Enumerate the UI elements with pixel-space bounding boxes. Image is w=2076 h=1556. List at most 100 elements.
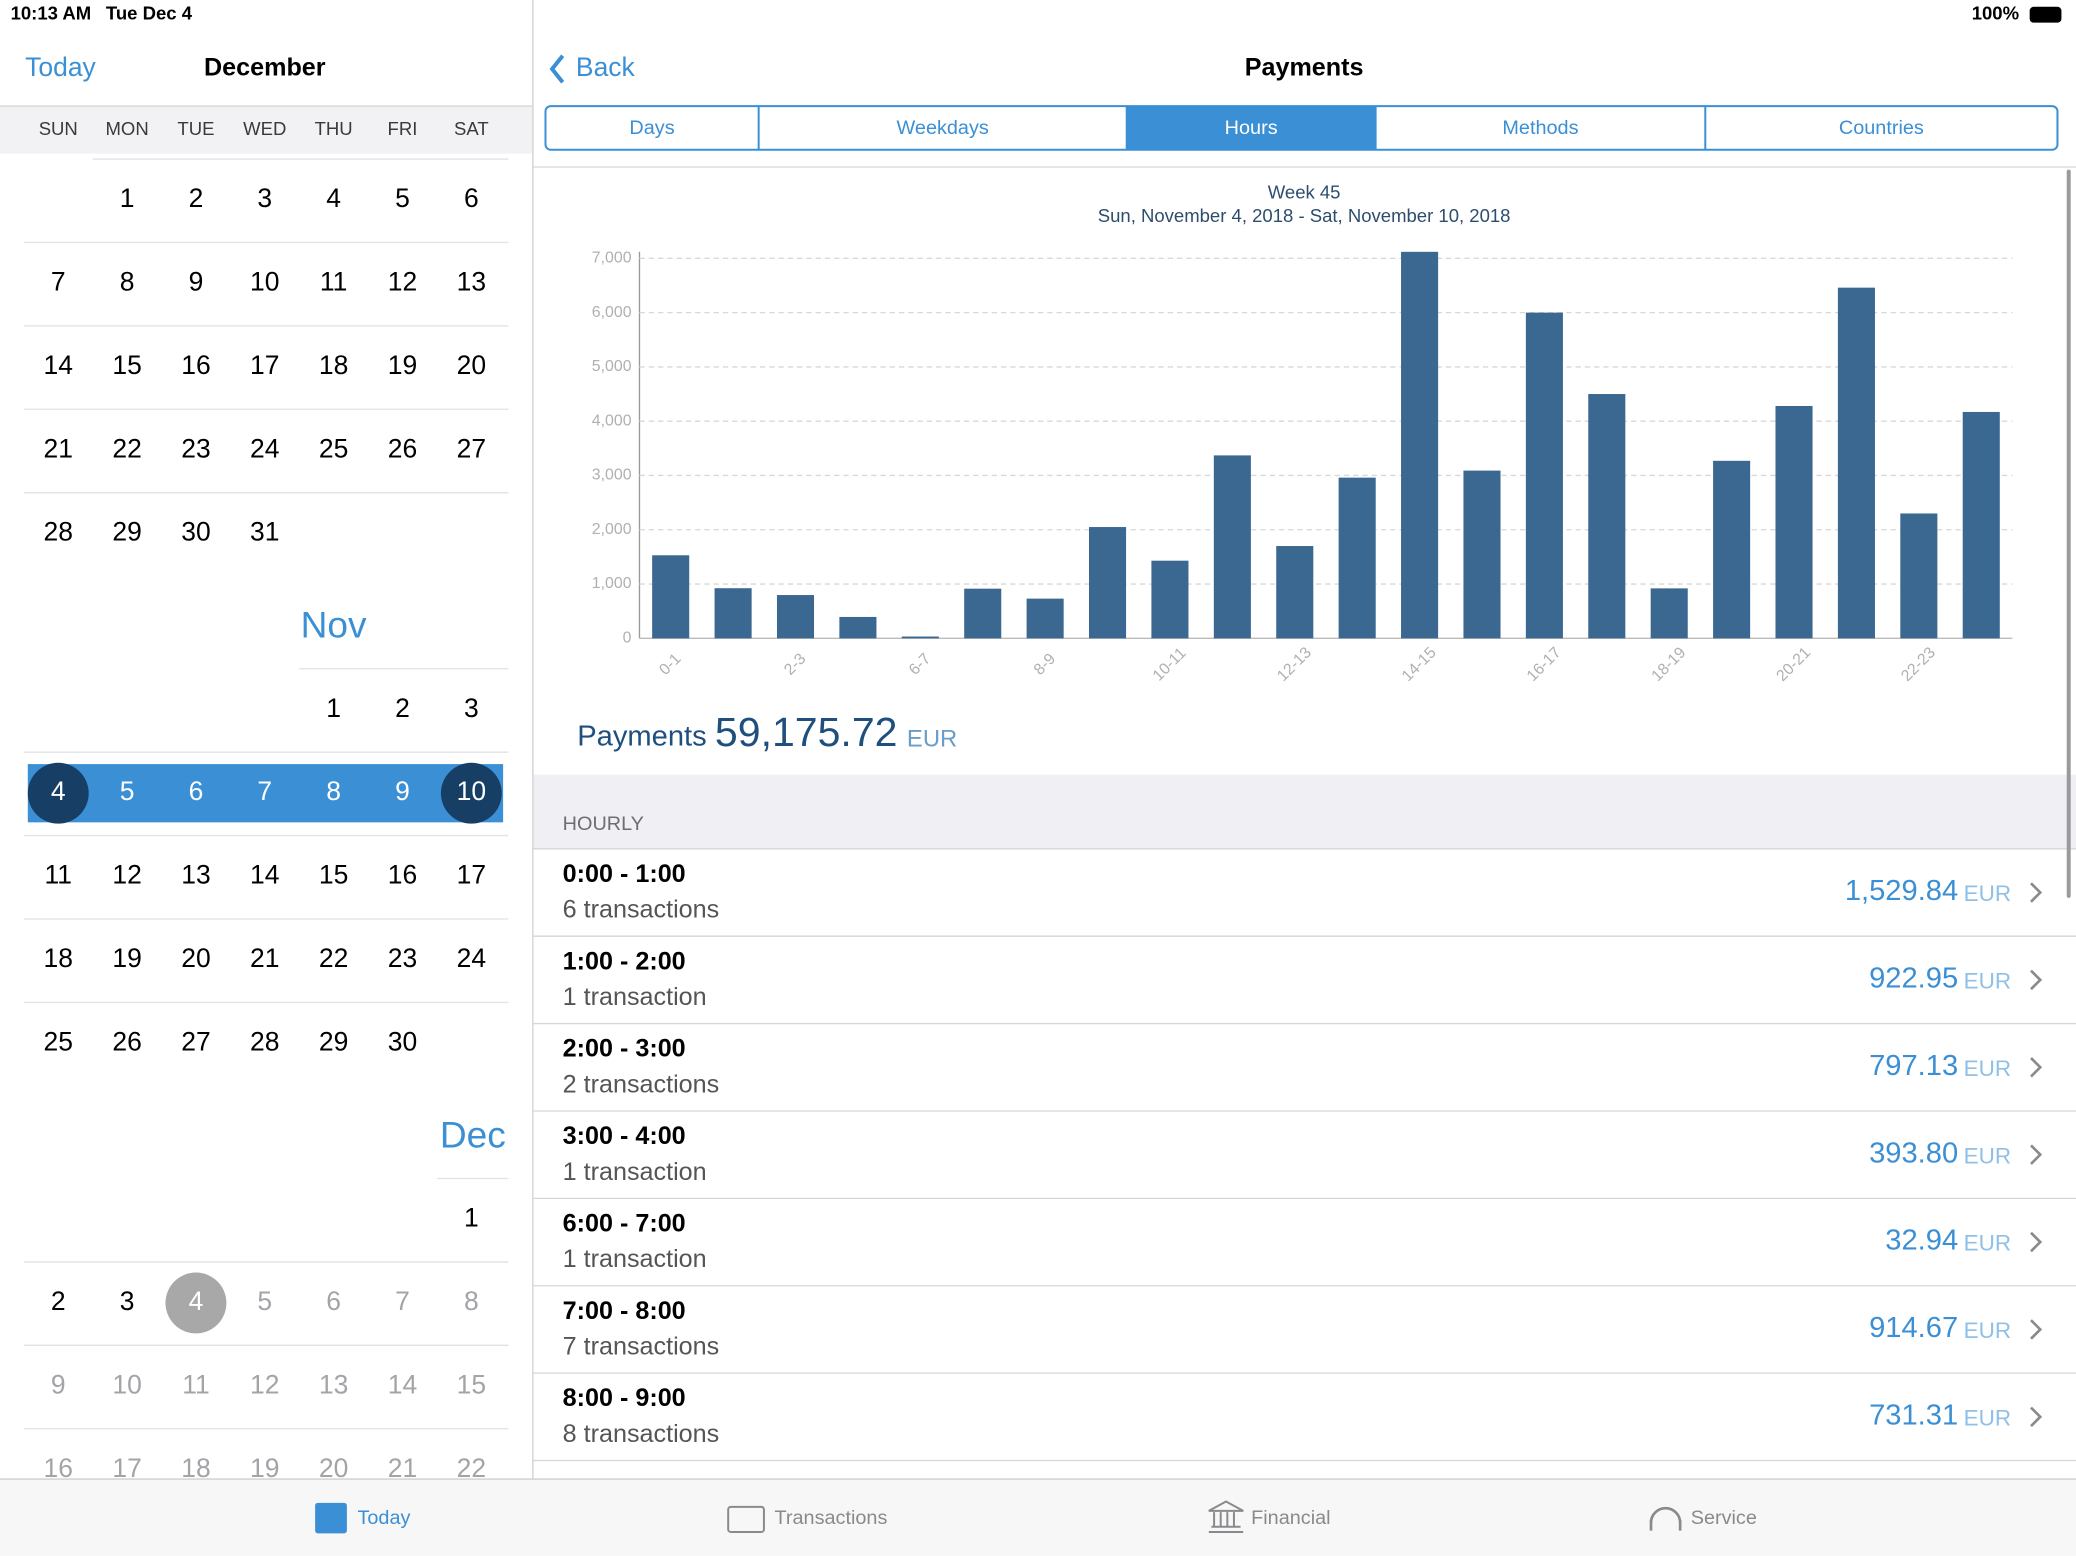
day[interactable]: 9 [395,776,410,806]
day[interactable]: 9 [51,1369,66,1399]
day[interactable]: 12 [112,860,141,890]
day[interactable]: 3 [257,183,272,213]
day[interactable]: 21 [388,1453,417,1483]
day[interactable]: 17 [112,1453,141,1483]
day[interactable]: 7 [51,266,66,296]
day[interactable]: 1 [120,183,135,213]
day[interactable]: 18 [44,943,73,973]
list-row[interactable] [533,1023,2067,1111]
list-row[interactable] [533,1198,2067,1286]
day[interactable]: 5 [120,776,135,806]
day[interactable]: 21 [250,943,279,973]
day[interactable]: 25 [44,1026,73,1056]
day[interactable]: 9 [189,266,204,296]
day[interactable]: 7 [395,1286,410,1316]
tab-item[interactable]: Financial [1251,1507,1330,1529]
list-row[interactable] [533,1373,2067,1461]
day[interactable]: 10 [250,266,279,296]
day[interactable]: 5 [257,1286,272,1316]
day[interactable]: 27 [181,1026,210,1056]
day[interactable]: 2 [395,693,410,723]
day[interactable]: 7 [257,776,272,806]
day[interactable]: 5 [395,183,410,213]
day[interactable]: 21 [44,433,73,463]
day[interactable]: 16 [181,350,210,380]
back-chevron[interactable] [549,54,565,84]
day[interactable]: 1 [326,693,341,723]
day[interactable]: 13 [457,266,486,296]
day[interactable]: 12 [388,266,417,296]
day[interactable]: 30 [388,1026,417,1056]
day[interactable]: 14 [44,350,73,380]
day[interactable]: 10 [112,1369,141,1399]
day[interactable]: 17 [250,350,279,380]
list-row[interactable] [533,1285,2067,1374]
segment[interactable]: Countries [1839,117,1924,139]
day[interactable]: 2 [189,183,204,213]
day[interactable]: 11 [320,266,347,296]
day[interactable]: 25 [319,433,348,463]
day[interactable]: 28 [250,1026,279,1056]
day[interactable]: 11 [182,1369,209,1399]
day[interactable]: 13 [319,1369,348,1399]
day[interactable]: 20 [319,1453,348,1483]
segment[interactable]: Hours [1225,117,1278,139]
day[interactable]: 15 [112,350,141,380]
day[interactable]: 15 [319,860,348,890]
list-row[interactable] [533,848,2067,937]
day[interactable]: 2 [51,1286,66,1316]
day[interactable]: 8 [464,1286,479,1316]
day[interactable]: 24 [457,943,486,973]
day[interactable]: 4 [326,183,341,213]
day[interactable]: 23 [181,433,210,463]
day[interactable]: 8 [120,266,135,296]
day[interactable]: 10 [457,776,486,806]
day[interactable]: 3 [464,693,479,723]
day[interactable]: 22 [112,433,141,463]
day[interactable]: 20 [457,350,486,380]
day[interactable]: 1 [464,1203,479,1233]
segment[interactable]: Days [629,117,674,139]
day[interactable]: 4 [189,1286,204,1316]
day[interactable]: 26 [112,1026,141,1056]
day[interactable]: 4 [51,776,66,806]
day[interactable]: 19 [250,1453,279,1483]
day[interactable]: 19 [388,350,417,380]
day[interactable]: 29 [319,1026,348,1056]
day[interactable]: 24 [250,433,279,463]
day[interactable]: 14 [388,1369,417,1399]
day[interactable]: 16 [44,1453,73,1483]
day[interactable]: 14 [250,860,279,890]
day[interactable]: 19 [112,943,141,973]
day[interactable]: 13 [181,860,210,890]
segment[interactable]: Weekdays [897,117,989,139]
day[interactable]: 16 [388,860,417,890]
day[interactable]: 23 [388,943,417,973]
today-button[interactable]: Today [25,52,96,82]
back-button[interactable]: Back [576,52,636,82]
day[interactable]: 6 [326,1286,341,1316]
tab-item[interactable]: Transactions [775,1507,888,1529]
day[interactable]: 28 [44,517,73,547]
day[interactable]: 30 [181,517,210,547]
day[interactable]: 29 [112,517,141,547]
day[interactable]: 20 [181,943,210,973]
day[interactable]: 3 [120,1286,135,1316]
day[interactable]: 6 [189,776,204,806]
list-row[interactable] [533,1110,2067,1199]
day[interactable]: 6 [464,183,479,213]
day[interactable]: 27 [457,433,486,463]
day[interactable]: 18 [319,350,348,380]
day[interactable]: 22 [457,1453,486,1483]
segment[interactable]: Methods [1502,117,1578,139]
tab-item[interactable]: Service [1691,1507,1757,1529]
day[interactable]: 18 [181,1453,210,1483]
day[interactable]: 31 [250,517,279,547]
day[interactable]: 15 [457,1369,486,1399]
day[interactable]: 8 [326,776,341,806]
day[interactable]: 11 [45,860,72,890]
day[interactable]: 26 [388,433,417,463]
tab-item[interactable]: Today [357,1507,410,1529]
day[interactable]: 12 [250,1369,279,1399]
list-row[interactable] [533,936,2067,1024]
